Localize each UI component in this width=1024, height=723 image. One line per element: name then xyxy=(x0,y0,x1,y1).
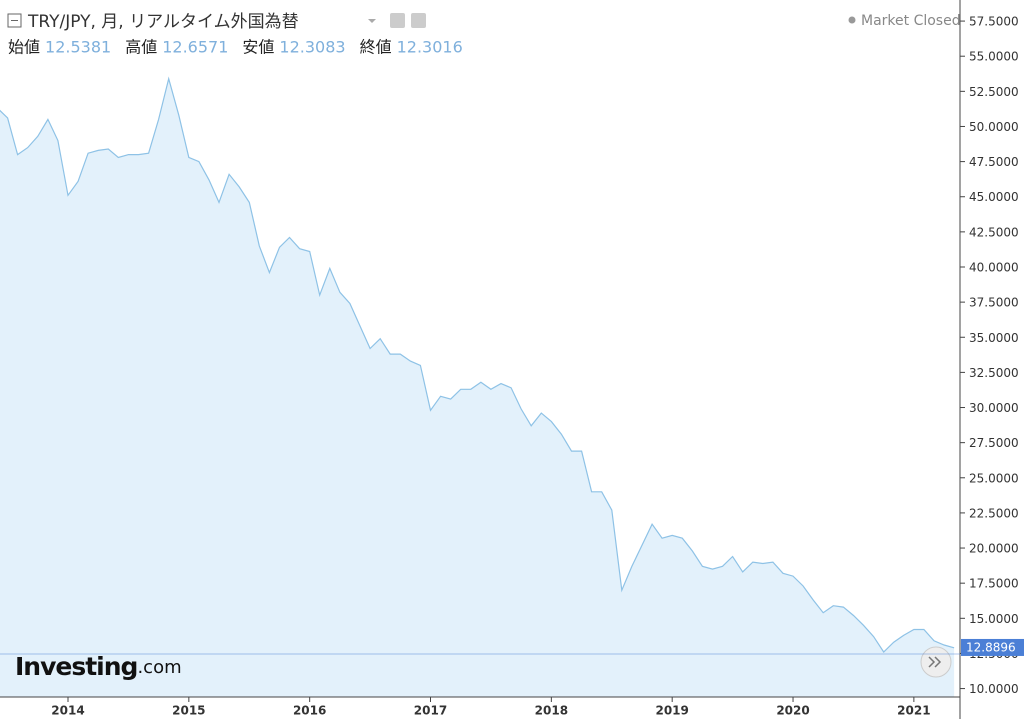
ohlc-label: 安値 xyxy=(242,38,274,57)
y-tick-label: 27.5000 xyxy=(969,436,1019,450)
ohlc-label: 始値 xyxy=(8,38,40,57)
y-tick-label: 25.0000 xyxy=(969,471,1019,485)
area xyxy=(0,78,955,697)
ohlc-label: 高値 xyxy=(125,38,157,57)
chart-title: TRY/JPY, 月, リアルタイム外国為替 xyxy=(27,12,299,32)
ohlc-label: 終値 xyxy=(360,38,392,57)
x-tick-label: 2017 xyxy=(414,704,447,718)
y-tick-label: 35.0000 xyxy=(969,331,1019,345)
last-price-box xyxy=(961,638,1024,656)
line xyxy=(0,76,955,653)
y-tick-label: 22.5000 xyxy=(969,506,1019,520)
y-tick-label: 45.0000 xyxy=(969,190,1019,204)
status-dot xyxy=(848,16,856,24)
ohlc-row: 始値 12.5381 高値 12.6571 安値 12.3083 終値 12.3016 xyxy=(8,38,463,57)
x-tick-label: 2018 xyxy=(535,704,568,718)
x-tick-label: 2021 xyxy=(897,704,930,718)
y-tick-label: 47.5000 xyxy=(969,155,1019,169)
y-tick-label: 52.5000 xyxy=(969,85,1019,99)
plot-area xyxy=(0,76,955,697)
x-tick-label: 2020 xyxy=(776,704,809,718)
gear-icon[interactable] xyxy=(411,13,426,28)
y-tick-label: 55.0000 xyxy=(969,50,1019,64)
y-tick-label: 57.5000 xyxy=(969,15,1019,29)
x-tick-label: 2014 xyxy=(51,704,84,718)
scroll-button[interactable] xyxy=(920,646,952,678)
market-status: Market Closed xyxy=(861,13,961,29)
ohlc-value: 12.6571 xyxy=(162,38,228,57)
ohlc-value: 12.3016 xyxy=(397,38,463,57)
y-tick-label: 50.0000 xyxy=(969,120,1019,134)
scroll-icon xyxy=(928,656,942,668)
x-tick-label: 2016 xyxy=(293,704,326,718)
y-tick-label: 37.5000 xyxy=(969,296,1019,310)
ohlc-value: 12.5381 xyxy=(45,38,111,57)
y-tick-label: 17.5000 xyxy=(969,577,1019,591)
x-tick-label: 2019 xyxy=(655,704,688,718)
x-tick-label: 2015 xyxy=(172,704,205,718)
settings-icon[interactable] xyxy=(390,13,405,28)
logo: Investing.com xyxy=(15,652,182,681)
y-tick-label: 42.5000 xyxy=(969,225,1019,239)
last-price-label: 12.8896 xyxy=(966,640,1016,654)
y-tick-label: 20.0000 xyxy=(969,542,1019,556)
y-tick-label: 10.0000 xyxy=(969,682,1019,696)
dropdown-icon[interactable] xyxy=(368,19,376,23)
y-tick-label: 15.0000 xyxy=(969,612,1019,626)
logo-name: Investing xyxy=(15,652,137,681)
ohlc-value: 12.3083 xyxy=(279,38,345,57)
collapse-icon[interactable] xyxy=(7,13,22,28)
y-tick-label: 40.0000 xyxy=(969,260,1019,274)
logo-suffix: .com xyxy=(137,657,181,678)
y-tick-label: 32.5000 xyxy=(969,366,1019,380)
y-tick-label: 30.0000 xyxy=(969,401,1019,415)
